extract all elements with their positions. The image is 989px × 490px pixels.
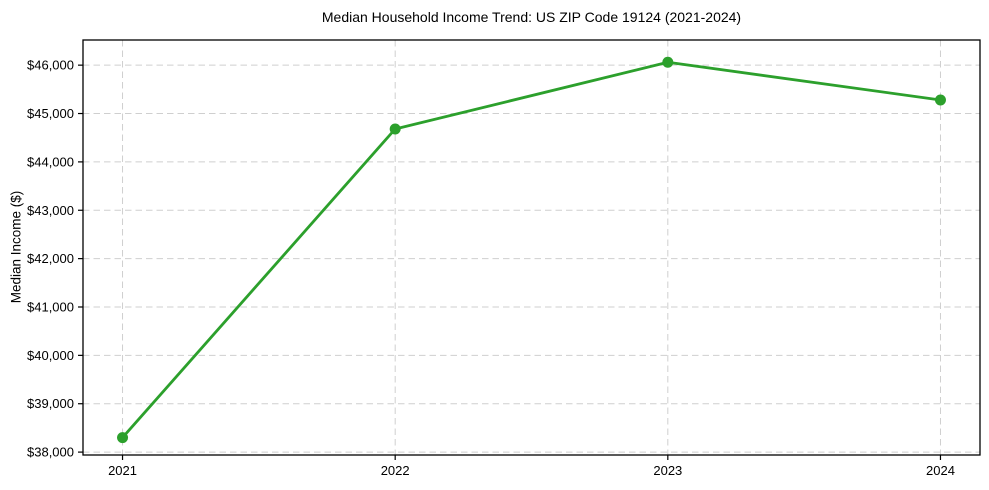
y-tick-label: $39,000 <box>27 396 74 411</box>
x-tick-label: 2022 <box>381 463 410 478</box>
data-point-2021 <box>117 432 129 444</box>
y-tick-label: $41,000 <box>27 299 74 314</box>
chart-title: Median Household Income Trend: US ZIP Co… <box>321 9 742 25</box>
y-tick-label: $43,000 <box>27 203 74 218</box>
data-point-2022 <box>389 123 401 135</box>
x-tick-label: 2023 <box>653 463 682 478</box>
y-tick-label: $44,000 <box>27 154 74 169</box>
plot-border <box>82 39 981 456</box>
data-point-2024 <box>934 94 946 106</box>
trend-line <box>121 60 942 439</box>
y-tick-label: $40,000 <box>27 348 74 363</box>
y-tick-label: $46,000 <box>27 58 74 73</box>
y-tick-label: $42,000 <box>27 251 74 266</box>
data-point-2023 <box>662 56 674 68</box>
y-tick-label: $45,000 <box>27 106 74 121</box>
x-tick-label: 2021 <box>108 463 137 478</box>
x-tick-label: 2024 <box>926 463 955 478</box>
y-tick-label: $38,000 <box>27 445 74 460</box>
